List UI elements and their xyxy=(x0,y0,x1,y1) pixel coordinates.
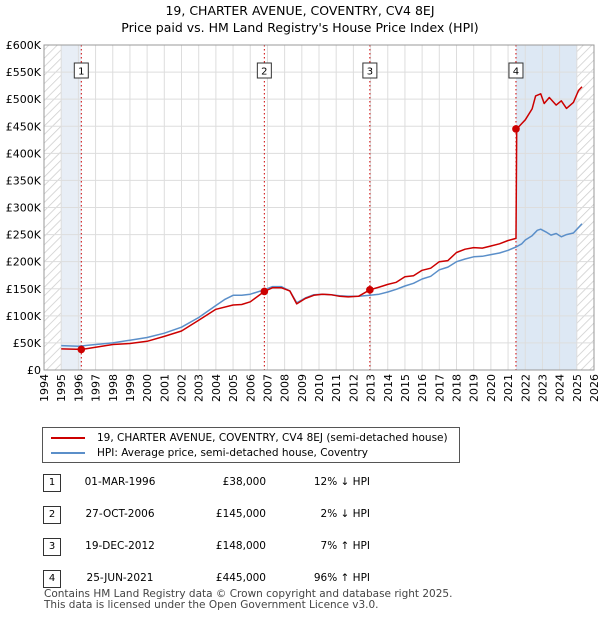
x-tick-label: 2020 xyxy=(485,374,498,402)
sale-price: £148,000 xyxy=(215,540,266,552)
x-tick-label: 2012 xyxy=(347,374,360,402)
x-tick-label: 2003 xyxy=(193,374,206,402)
legend-hpi-label: HPI: Average price, semi-detached house,… xyxy=(97,447,368,459)
x-tick-label: 2009 xyxy=(296,374,309,402)
y-tick-label: £550K xyxy=(6,66,42,79)
x-tick-label: 2017 xyxy=(433,374,446,402)
legend-hpi-swatch xyxy=(51,452,85,454)
y-tick-label: £350K xyxy=(6,174,42,187)
x-tick-label: 2016 xyxy=(416,374,429,402)
sale-date: 27-OCT-2006 xyxy=(85,508,155,520)
y-tick-label: £450K xyxy=(6,120,42,133)
x-tick-label: 1997 xyxy=(90,374,103,402)
price-paid-line xyxy=(61,86,583,351)
chart-legend: 19, CHARTER AVENUE, COVENTRY, CV4 8EJ (s… xyxy=(42,427,460,463)
y-tick-label: £200K xyxy=(6,256,42,269)
x-tick-label: 2021 xyxy=(502,374,515,402)
x-tick-label: 2010 xyxy=(313,374,326,402)
sale-number-badge: 3 xyxy=(43,538,61,556)
sale-date: 25-JUN-2021 xyxy=(86,572,154,584)
x-tick-label: 1998 xyxy=(107,374,120,402)
y-tick-label: £500K xyxy=(6,93,42,106)
sale-point xyxy=(260,287,269,296)
sale-number-badge: 1 xyxy=(43,474,61,492)
x-tick-label: 2006 xyxy=(244,374,257,402)
x-tick-label: 1995 xyxy=(55,374,68,402)
x-tick-label: 2022 xyxy=(519,374,532,402)
legend-item-price: 19, CHARTER AVENUE, COVENTRY, CV4 8EJ (s… xyxy=(51,431,448,445)
sale-point xyxy=(77,345,86,354)
x-tick-label: 2023 xyxy=(536,374,549,402)
sale-date: 19-DEC-2012 xyxy=(85,540,155,552)
x-tick-label: 2007 xyxy=(261,374,274,402)
y-tick-label: £50K xyxy=(13,337,42,350)
x-tick-label: 1999 xyxy=(124,374,137,402)
legend-item-hpi: HPI: Average price, semi-detached house,… xyxy=(51,446,368,460)
table-row: 4 25-JUN-2021 £445,000 96% ↑ HPI xyxy=(0,566,600,596)
x-tick-label: 1996 xyxy=(72,374,85,402)
sale-marker-box xyxy=(256,62,272,79)
footer-attribution: Contains HM Land Registry data © Crown c… xyxy=(44,589,452,611)
plot-border xyxy=(43,44,595,371)
x-tick-label: 2015 xyxy=(399,374,412,402)
sale-marker-label: 4 xyxy=(513,67,519,78)
sale-marker-label: 3 xyxy=(367,67,373,78)
sale-price: £445,000 xyxy=(215,572,266,584)
x-tick-label: 2008 xyxy=(279,374,292,402)
sale-hpi-diff: 7% ↑ HPI xyxy=(320,540,370,552)
x-tick-label: 2004 xyxy=(210,374,223,402)
y-tick-label: £400K xyxy=(6,147,42,160)
sale-price: £145,000 xyxy=(215,508,266,520)
x-tick-label: 2026 xyxy=(588,374,600,402)
title-subtitle: Price paid vs. HM Land Registry's House … xyxy=(121,20,479,35)
x-tick-label: 2025 xyxy=(571,374,584,402)
sale-hpi-diff: 96% ↑ HPI xyxy=(313,572,370,584)
table-row: 1 01-MAR-1996 £38,000 12% ↓ HPI xyxy=(0,470,600,500)
x-tick-label: 2013 xyxy=(365,374,378,402)
x-tick-label: 2001 xyxy=(158,374,171,402)
x-tick-label: 2024 xyxy=(554,374,567,402)
sale-marker-label: 2 xyxy=(261,67,267,78)
sale-marker-box xyxy=(508,62,524,79)
sale-marker-box xyxy=(73,62,89,79)
x-tick-label: 2005 xyxy=(227,374,240,402)
x-tick-label: 2014 xyxy=(382,374,395,402)
price-chart: 1 2 3 4 £0 £50K £100K £150K £200K £250K £300K £350… xyxy=(6,39,600,402)
y-tick-label: £150K xyxy=(6,283,42,296)
title-address: 19, CHARTER AVENUE, COVENTRY, CV4 8EJ xyxy=(165,3,435,18)
x-tick-label: 1994 xyxy=(38,374,51,402)
y-tick-label: £600K xyxy=(6,39,42,52)
y-tick-label: £300K xyxy=(6,202,42,215)
x-tick-label: 2002 xyxy=(176,374,189,402)
x-tick-label: 2018 xyxy=(451,374,464,402)
y-tick-label: £0 xyxy=(27,364,41,377)
y-tick-label: £250K xyxy=(6,229,42,242)
footer-licence: This data is licensed under the Open Gov… xyxy=(44,599,379,611)
footer-copyright: Contains HM Land Registry data © Crown c… xyxy=(44,588,453,600)
legend-price-label: 19, CHARTER AVENUE, COVENTRY, CV4 8EJ (s… xyxy=(97,432,448,444)
legend-price-swatch xyxy=(51,437,85,439)
hpi-line xyxy=(61,223,583,347)
sale-marker-box xyxy=(362,62,378,79)
x-tick-label: 2011 xyxy=(330,374,343,402)
table-row: 2 27-OCT-2006 £145,000 2% ↓ HPI xyxy=(0,502,600,532)
x-tick-label: 2019 xyxy=(468,374,481,402)
sale-point xyxy=(512,125,520,133)
x-tick-label: 2000 xyxy=(141,374,154,402)
chart-title: 19, CHARTER AVENUE, COVENTRY, CV4 8EJ Pr… xyxy=(0,2,600,36)
sale-number-badge: 2 xyxy=(43,506,61,524)
sale-hpi-diff: 2% ↓ HPI xyxy=(320,508,370,520)
sale-hpi-diff: 12% ↓ HPI xyxy=(313,476,370,488)
sale-date: 01-MAR-1996 xyxy=(84,476,156,488)
sale-price: £38,000 xyxy=(222,476,266,488)
sale-number-badge: 4 xyxy=(43,570,61,588)
table-row: 3 19-DEC-2012 £148,000 7% ↑ HPI xyxy=(0,534,600,564)
sale-marker-label: 1 xyxy=(78,67,84,78)
y-tick-label: £100K xyxy=(6,310,42,323)
sale-point xyxy=(366,286,374,294)
